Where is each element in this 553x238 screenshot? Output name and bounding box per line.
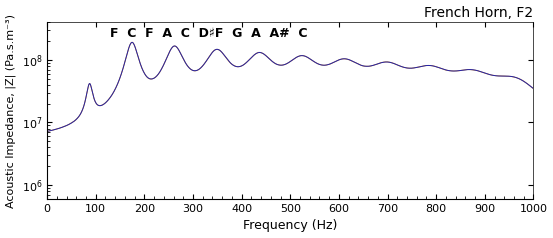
Text: F  C  F  A  C  D♯F  G  A  A#  C: F C F A C D♯F G A A# C [111,27,308,40]
Y-axis label: Acoustic Impedance, |Z| (Pa.s.m⁻³): Acoustic Impedance, |Z| (Pa.s.m⁻³) [6,14,16,208]
Text: French Horn, F2: French Horn, F2 [424,5,534,20]
X-axis label: Frequency (Hz): Frequency (Hz) [243,219,337,233]
